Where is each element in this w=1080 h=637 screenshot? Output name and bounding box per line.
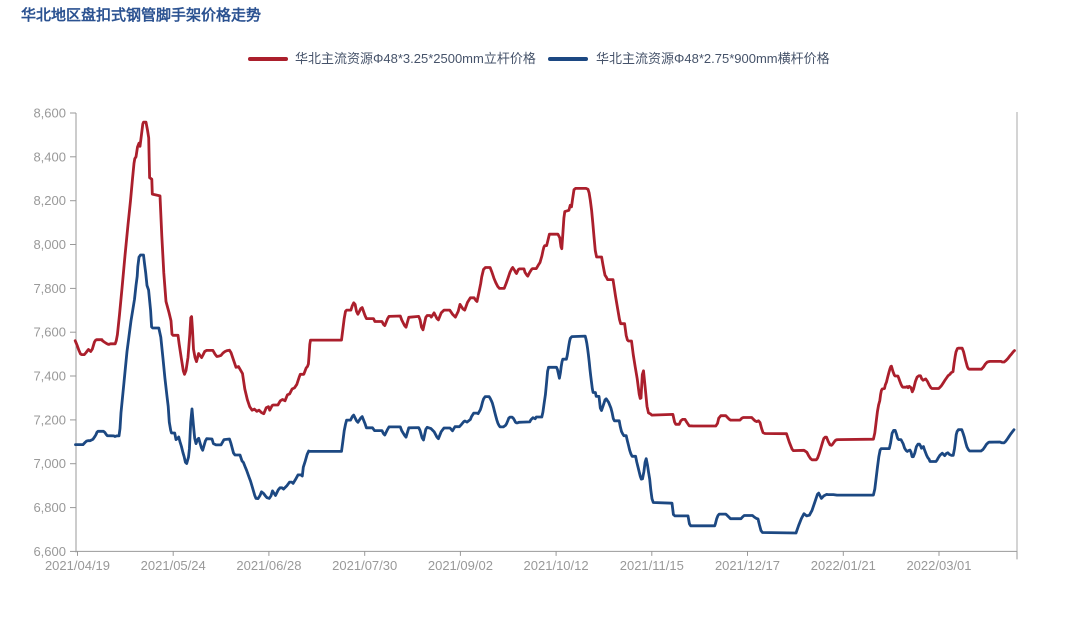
svg-text:7,400: 7,400 — [33, 369, 66, 384]
svg-text:6,800: 6,800 — [33, 500, 66, 515]
svg-text:2021/09/02: 2021/09/02 — [428, 558, 493, 573]
svg-text:8,600: 8,600 — [33, 106, 66, 121]
svg-text:2021/06/28: 2021/06/28 — [236, 558, 301, 573]
svg-text:2022/03/01: 2022/03/01 — [906, 558, 971, 573]
svg-text:7,200: 7,200 — [33, 412, 66, 427]
svg-text:2021/07/30: 2021/07/30 — [332, 558, 397, 573]
svg-text:8,200: 8,200 — [33, 193, 66, 208]
svg-text:8,400: 8,400 — [33, 149, 66, 164]
svg-text:2021/12/17: 2021/12/17 — [715, 558, 780, 573]
svg-text:2021/05/24: 2021/05/24 — [141, 558, 206, 573]
svg-text:7,800: 7,800 — [33, 281, 66, 296]
svg-text:2022/01/21: 2022/01/21 — [811, 558, 876, 573]
svg-text:7,000: 7,000 — [33, 456, 66, 471]
svg-text:2021/11/15: 2021/11/15 — [620, 558, 684, 573]
svg-text:8,000: 8,000 — [33, 237, 66, 252]
svg-text:6,600: 6,600 — [33, 544, 66, 559]
svg-text:2021/04/19: 2021/04/19 — [45, 558, 110, 573]
svg-text:2021/10/12: 2021/10/12 — [524, 558, 589, 573]
svg-text:7,600: 7,600 — [33, 325, 66, 340]
